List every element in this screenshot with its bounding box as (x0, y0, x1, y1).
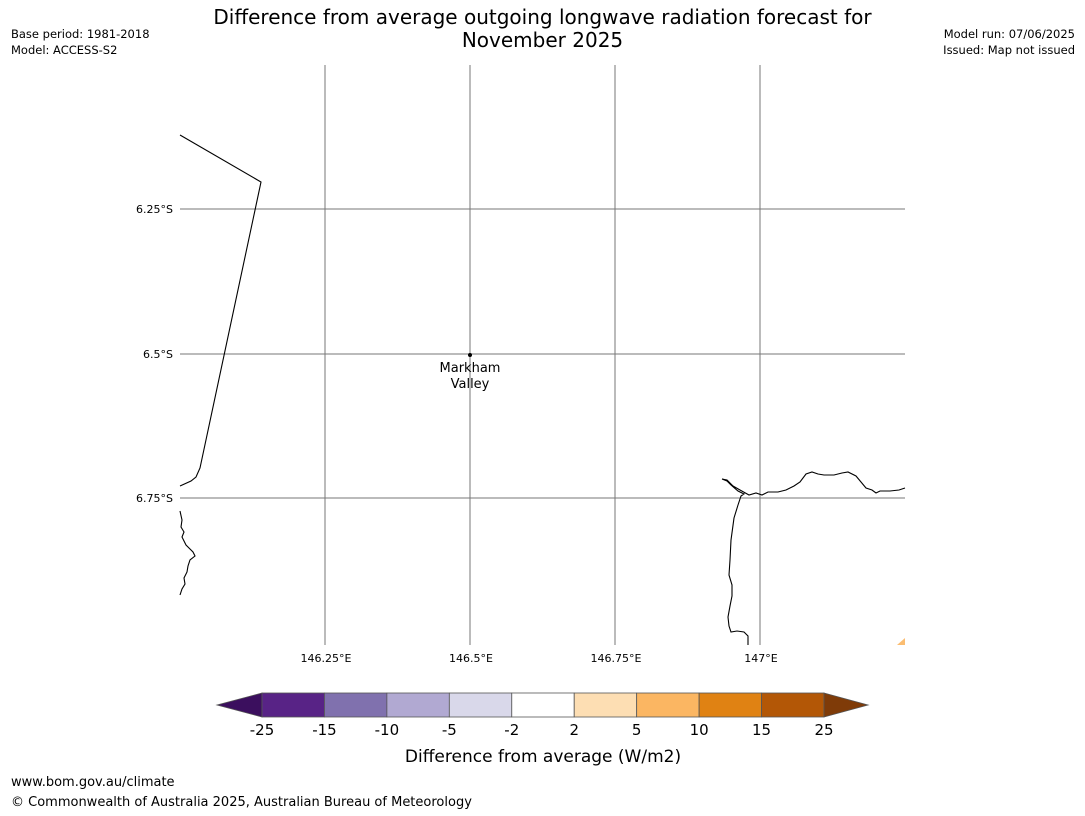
lon-label-146-75: 146.75°E (591, 652, 642, 665)
colorbar-tick-label: 15 (752, 721, 771, 739)
colorbar-segment (324, 692, 388, 718)
colorbar-segment (511, 692, 575, 718)
colorbar-segment (386, 692, 450, 718)
colorbar-label: Difference from average (W/m2) (405, 747, 681, 767)
footer-url: www.bom.gov.au/climate (11, 775, 175, 790)
lat-label-6-5: 6.5°S (143, 348, 173, 361)
footer-copyright: © Commonwealth of Australia 2025, Austra… (11, 795, 472, 810)
model-name: Model: ACCESS-S2 (11, 43, 118, 57)
colorbar-segment (448, 692, 513, 718)
colorbar-extend-low (215, 692, 263, 718)
place-marker-markham-valley: Markham Valley (440, 353, 501, 392)
lon-label-147: 147°E (744, 652, 777, 665)
lat-label-6-25: 6.25°S (136, 203, 173, 216)
colorbar-segment (698, 692, 762, 718)
base-period: Base period: 1981-2018 (11, 27, 150, 41)
metadata-left: Base period: 1981-2018 Model: ACCESS-S2 (11, 26, 150, 58)
coastline-west-lower (179, 510, 196, 596)
lon-label-146-25: 146.25°E (301, 652, 352, 665)
colorbar-tick-label: 10 (690, 721, 709, 739)
place-name-line-1: Markham (440, 361, 501, 376)
place-dot (468, 353, 472, 357)
map-title: Difference from average outgoing longwav… (0, 6, 1085, 52)
lon-label-146-5: 146.5°E (449, 652, 493, 665)
land-boundary-west (179, 134, 262, 487)
lon-labels: 146.25°E 146.5°E 146.75°E 147°E (301, 652, 778, 665)
colorbar-segment (636, 692, 700, 718)
lat-labels: 6.25°S 6.5°S 6.75°S (136, 203, 173, 505)
coastline-east (721, 471, 906, 645)
colorbar (215, 692, 870, 718)
colorbar-tick-label: -10 (375, 721, 400, 739)
colorbar-tick-label: -15 (312, 721, 337, 739)
colorbar-tick-label: 5 (632, 721, 642, 739)
title-line-1: Difference from average outgoing longwav… (213, 5, 872, 29)
colorbar-segment (573, 692, 638, 718)
colorbar-tick-label: 25 (814, 721, 833, 739)
colorbar-tick-label: -5 (442, 721, 457, 739)
title-line-2: November 2025 (461, 28, 624, 52)
colorbar-tick-label: -25 (250, 721, 275, 739)
model-run: Model run: 07/06/2025 (943, 27, 1075, 41)
lat-label-6-75: 6.75°S (136, 492, 173, 505)
colorbar-extend-high (823, 692, 870, 718)
coastline (179, 134, 906, 645)
colorbar-segment (761, 692, 825, 718)
anomaly-fill-patch (897, 638, 905, 645)
colorbar-tick-label: 2 (569, 721, 579, 739)
colorbar-segment (261, 692, 325, 718)
colorbar-ticks: -25 -15 -10 -5 -2 2 5 10 15 25 (250, 721, 834, 739)
graticule (180, 65, 905, 645)
metadata-right: Model run: 07/06/2025 Issued: Map not is… (943, 26, 1075, 58)
place-name-line-2: Valley (451, 377, 490, 392)
issued-status: Issued: Map not issued (943, 43, 1075, 57)
colorbar-tick-label: -2 (504, 721, 519, 739)
